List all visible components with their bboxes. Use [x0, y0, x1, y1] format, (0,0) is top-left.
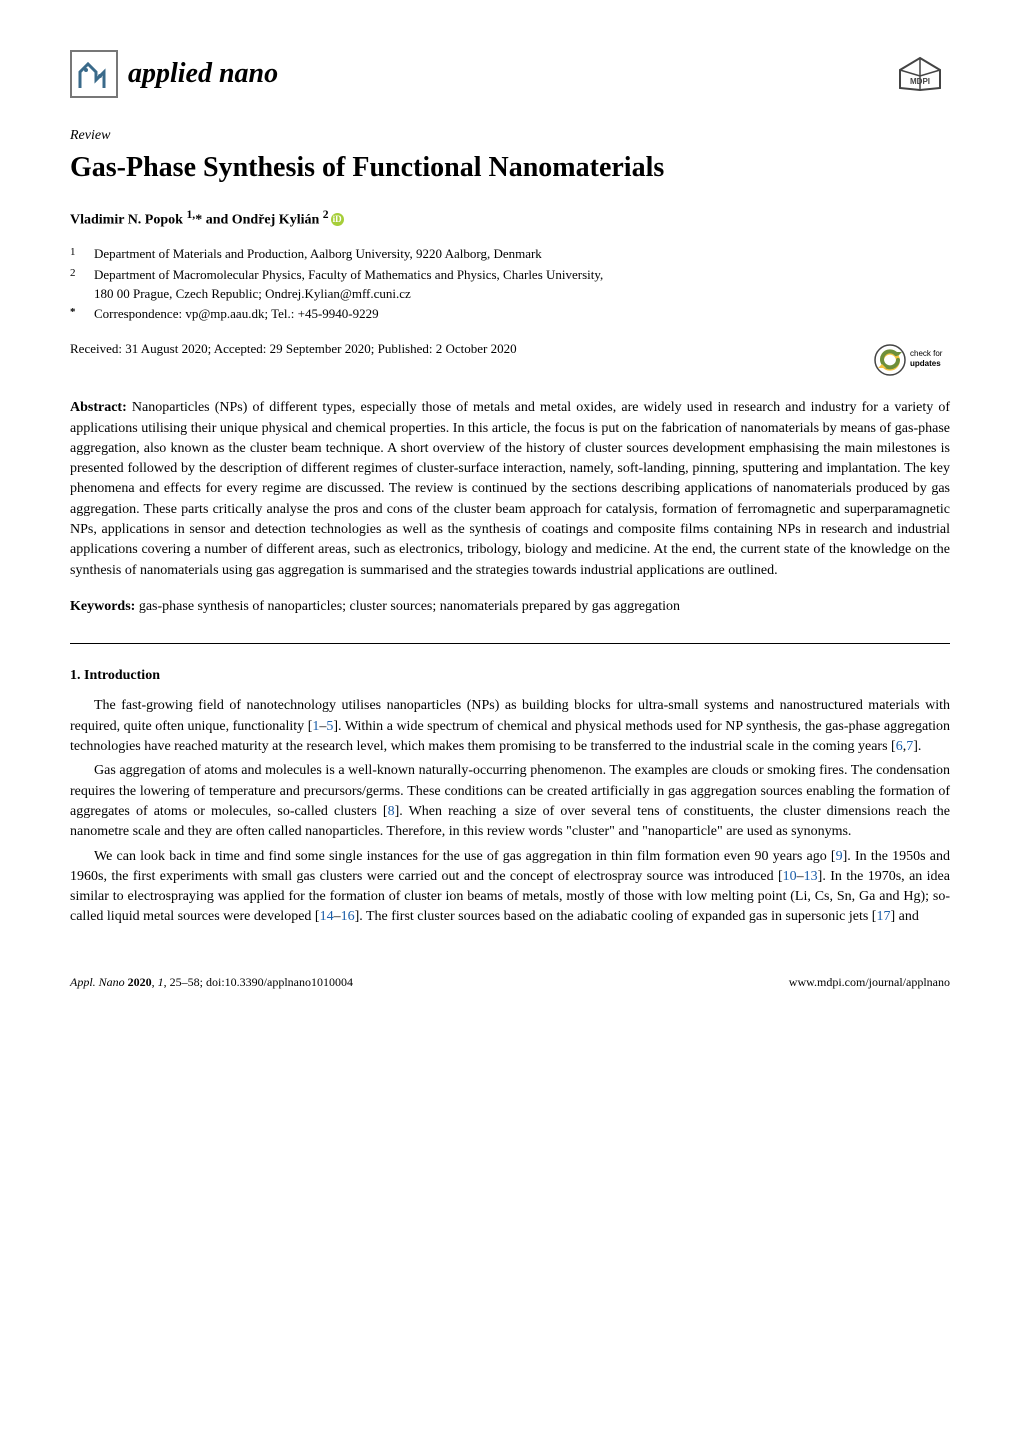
journal-logo-icon — [70, 50, 118, 98]
author-2-name: * and Ondřej Kylián — [195, 213, 323, 228]
affiliation-sup: 2 — [70, 266, 80, 304]
separator — [70, 643, 950, 644]
dates-text: Received: 31 August 2020; Accepted: 29 S… — [70, 340, 517, 359]
keywords: Keywords: gas-phase synthesis of nanopar… — [70, 597, 950, 617]
footer-year: 2020 — [128, 975, 152, 989]
para-text: We can look back in time and find some s… — [94, 849, 836, 864]
para-text: – — [797, 869, 804, 884]
journal-name: applied nano — [128, 54, 278, 95]
journal-brand: applied nano — [70, 50, 278, 98]
citation-link[interactable]: 10 — [783, 869, 797, 884]
para-text: ]. The first cluster sources based on th… — [355, 909, 877, 924]
correspondence-sup: * — [70, 305, 80, 324]
author-1-name: Vladimir N. Popok — [70, 213, 186, 228]
mdpi-logo-icon: MDPI — [890, 54, 950, 94]
body-paragraph: The fast-growing field of nanotechnology… — [70, 696, 950, 757]
correspondence-row: * Correspondence: vp@mp.aau.dk; Tel.: +4… — [70, 305, 950, 324]
citation-link[interactable]: 9 — [836, 849, 843, 864]
citation-link[interactable]: 8 — [388, 804, 395, 819]
body-paragraph: We can look back in time and find some s… — [70, 847, 950, 928]
affiliation-text: Department of Materials and Production, … — [94, 245, 542, 264]
orcid-icon[interactable]: iD — [331, 213, 344, 226]
dates-row: Received: 31 August 2020; Accepted: 29 S… — [70, 340, 950, 380]
affiliation-text-l1: Department of Macromolecular Physics, Fa… — [94, 267, 603, 282]
article-type: Review — [70, 126, 950, 146]
check-text-top: check for — [910, 349, 943, 358]
para-text: ] and — [890, 909, 918, 924]
footer-pages-doi: , 25–58; doi:10.3390/applnano1010004 — [164, 975, 353, 989]
citation-link[interactable]: 17 — [876, 909, 890, 924]
affiliation-text: Department of Macromolecular Physics, Fa… — [94, 266, 603, 304]
abstract: Abstract: Nanoparticles (NPs) of differe… — [70, 398, 950, 581]
author-2-sup: 2 — [323, 208, 329, 221]
affiliations: 1 Department of Materials and Production… — [70, 245, 950, 324]
keywords-label: Keywords: — [70, 599, 135, 614]
keywords-body: gas-phase synthesis of nanoparticles; cl… — [135, 599, 680, 614]
abstract-label: Abstract: — [70, 400, 127, 415]
para-text: – — [334, 909, 341, 924]
citation-link[interactable]: 6 — [896, 739, 903, 754]
citation-link[interactable]: 13 — [804, 869, 818, 884]
check-text-bottom: updates — [910, 359, 941, 368]
affiliation-sup: 1 — [70, 245, 80, 264]
footer: Appl. Nano 2020, 1, 25–58; doi:10.3390/a… — [70, 974, 950, 991]
citation-link[interactable]: 14 — [320, 909, 334, 924]
correspondence-text: Correspondence: vp@mp.aau.dk; Tel.: +45-… — [94, 305, 379, 324]
abstract-body: Nanoparticles (NPs) of different types, … — [70, 400, 950, 577]
affiliation-text-l2: 180 00 Prague, Czech Republic; Ondrej.Ky… — [94, 286, 411, 301]
section-heading: 1. Introduction — [70, 666, 950, 686]
authors-line: Vladimir N. Popok 1,* and Ondřej Kylián … — [70, 207, 950, 231]
page-title: Gas-Phase Synthesis of Functional Nanoma… — [70, 148, 950, 189]
author-1-sup: 1, — [186, 208, 195, 221]
para-text: ]. — [913, 739, 921, 754]
citation-link[interactable]: 16 — [341, 909, 355, 924]
footer-journal: Appl. Nano — [70, 975, 128, 989]
check-for-updates-icon[interactable]: check for updates — [872, 340, 950, 380]
body-paragraph: Gas aggregation of atoms and molecules i… — [70, 761, 950, 842]
mdpi-text: MDPI — [910, 77, 930, 86]
affiliation-row: 2 Department of Macromolecular Physics, … — [70, 266, 950, 304]
affiliation-row: 1 Department of Materials and Production… — [70, 245, 950, 264]
footer-left: Appl. Nano 2020, 1, 25–58; doi:10.3390/a… — [70, 974, 353, 991]
header-row: applied nano MDPI — [70, 50, 950, 98]
footer-right[interactable]: www.mdpi.com/journal/applnano — [789, 974, 950, 991]
